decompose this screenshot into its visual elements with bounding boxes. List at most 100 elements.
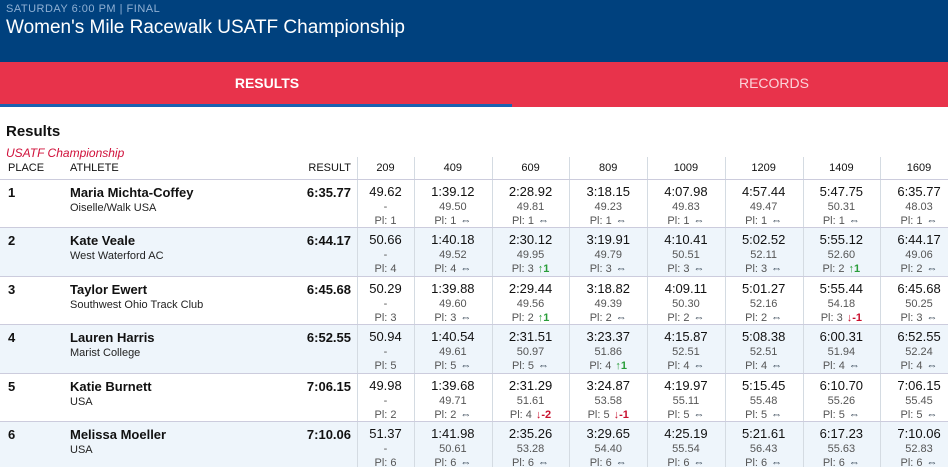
lap-time: 52.60	[827, 249, 856, 262]
split-place-text: Pl: 1	[822, 215, 845, 227]
split-time: 6:45.68	[897, 280, 941, 296]
split-place-text: Pl: 6	[822, 457, 845, 467]
split-place: Pl: 6	[357, 457, 414, 467]
split-place-text: Pl: 6	[745, 457, 768, 467]
split-time: 4:15.87	[664, 329, 708, 345]
column-divider	[647, 422, 649, 467]
column-divider	[414, 228, 415, 277]
column-divider	[880, 157, 882, 179]
split-time: 5:55.12	[819, 232, 864, 248]
split-time: 1:40.54	[431, 329, 475, 345]
split-place: Pl: 6 ⇔	[880, 457, 948, 467]
split-time: 1:40.18	[431, 232, 475, 248]
lap-time: 52.51	[749, 346, 778, 359]
lap-time: 52.83	[905, 443, 933, 455]
split-place: Pl: 1 ⇔	[725, 215, 803, 227]
split-place: Pl: 1 ⇔	[492, 215, 570, 227]
column-divider	[724, 325, 726, 374]
split-place-text: Pl: 2	[822, 263, 845, 276]
lap-time: 49.95	[516, 249, 545, 262]
split-place-text: Pl: 6	[512, 457, 535, 467]
split-time: 50.29	[369, 280, 402, 296]
column-divider	[880, 422, 882, 467]
result-row[interactable]: 3 Taylor Ewert Southwest Ohio Track Club 6:…	[0, 275, 948, 325]
place-change: ⇔	[460, 215, 472, 227]
split-place: Pl: 6 ⇔	[569, 457, 647, 467]
team: USA	[70, 395, 93, 408]
lap-time: 55.26	[827, 394, 856, 407]
split-place-text: Pl: 5	[822, 408, 845, 421]
column-header: 609	[521, 162, 540, 174]
result-row[interactable]: 4 Lauren Harris Marist College 6:52.55 50.94…	[0, 324, 948, 374]
column-header: 809	[599, 162, 618, 174]
split-place: Pl: 2 ⇔	[569, 312, 647, 324]
column-header: ATHLETE	[70, 162, 119, 174]
split-place-text: Pl: 4	[822, 360, 845, 373]
result-row[interactable]: 6 Melissa Moeller USA 7:10.06 51.37 - Pl: 6 1:4…	[0, 421, 948, 467]
team: USA	[70, 444, 93, 456]
column-divider	[647, 276, 649, 325]
split-place-text: Pl: 5	[512, 360, 535, 373]
column-divider	[569, 228, 571, 277]
column-divider	[414, 157, 415, 179]
lap-time: -	[383, 346, 388, 359]
split-place-text: Pl: 1	[434, 215, 457, 227]
split-time: 49.62	[369, 184, 402, 199]
place-change: ⇔	[926, 215, 938, 227]
split-place-text: Pl: 5	[434, 360, 457, 373]
column-divider	[802, 228, 804, 277]
split-place: Pl: 1	[357, 215, 414, 227]
split-place-text: Pl: 2	[374, 408, 397, 421]
result-row[interactable]: 1 Maria Michta-Coffey Oiselle/Walk USA 6:35…	[0, 179, 948, 228]
split-place: Pl: 1 ⇔	[880, 215, 948, 227]
split-time: 5:47.75	[819, 184, 864, 199]
lap-time: 53.28	[516, 443, 545, 455]
place-change: ⇔	[848, 457, 860, 467]
lap-time: 52.24	[905, 346, 933, 359]
place-change: ⇔	[771, 457, 783, 467]
split-time: 51.37	[369, 426, 402, 441]
split-place: Pl: 2 ⇔	[725, 312, 803, 324]
split-time: 5:02.52	[741, 232, 786, 248]
result: 6:45.68	[306, 281, 351, 297]
place-change: ↑1	[848, 263, 861, 276]
place-change: ⇔	[926, 408, 938, 421]
split-time: 2:28.92	[508, 184, 553, 199]
place-change: ↓-2	[535, 408, 552, 421]
place-change: ↓-1	[846, 311, 862, 324]
column-divider	[647, 325, 649, 374]
result-row[interactable]: 2 Kate Veale West Waterford AC 6:44.17 50.66…	[0, 227, 948, 277]
result: 6:35.77	[306, 185, 351, 200]
tab-records[interactable]: RECORDS	[738, 75, 809, 91]
split-place: Pl: 3	[357, 312, 414, 324]
tab-bar	[0, 62, 948, 107]
place-change: ⇔	[848, 215, 860, 227]
place-change: ⇔	[926, 263, 938, 276]
lap-time: 54.40	[594, 443, 622, 455]
split-place: Pl: 2 ↑1	[803, 263, 881, 275]
lap-time: 50.31	[827, 201, 856, 213]
lap-time: 50.97	[516, 346, 545, 359]
split-place-text: Pl: 4	[589, 360, 612, 373]
split-time: 2:31.51	[508, 329, 553, 345]
lap-time: 50.25	[905, 297, 933, 310]
lap-time: 49.52	[439, 249, 467, 262]
lap-time: 51.61	[516, 394, 545, 407]
split-time: 5:15.45	[741, 377, 786, 393]
column-divider	[802, 157, 804, 179]
split-place: Pl: 5 ⇔	[880, 409, 948, 421]
lap-time: 49.81	[516, 201, 545, 213]
split-place-text: Pl: 5	[745, 408, 768, 421]
split-time: 4:07.98	[664, 184, 708, 199]
result-row[interactable]: 5 Katie Burnett USA 7:06.15 49.98- Pl: 2 1:39.…	[0, 372, 948, 422]
section-subtitle: USATF Championship	[6, 146, 125, 160]
column-divider	[491, 157, 493, 179]
team: Marist College	[70, 347, 141, 360]
column-divider	[647, 373, 649, 422]
split-time: 2:30.12	[508, 232, 553, 248]
column-divider	[357, 228, 358, 277]
split-place-text: Pl: 3	[374, 311, 397, 324]
tab-results[interactable]: RESULTS	[234, 75, 300, 91]
team: Southwest Ohio Track Club	[70, 298, 204, 311]
